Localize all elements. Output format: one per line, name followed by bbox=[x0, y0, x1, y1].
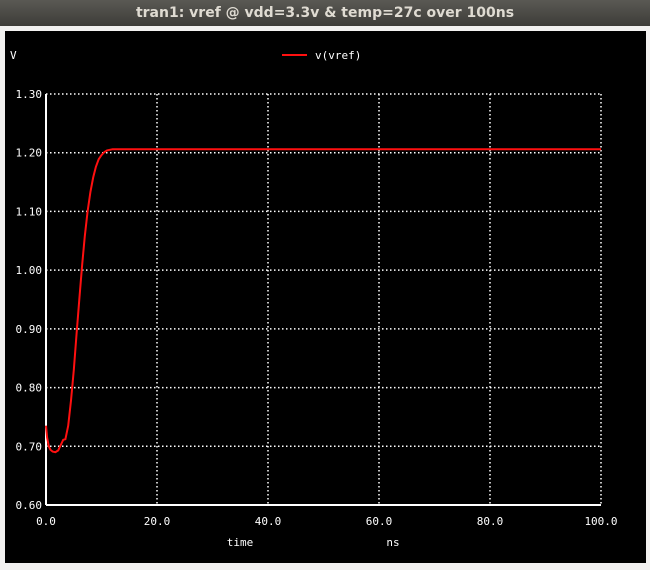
x-axis-unit: ns bbox=[386, 536, 399, 549]
y-tick-label: 1.30 bbox=[16, 88, 43, 101]
y-tick-label: 0.90 bbox=[16, 323, 43, 336]
y-tick-label: 1.10 bbox=[16, 205, 43, 218]
x-tick-label: 60.0 bbox=[366, 515, 393, 528]
x-axis-label: time bbox=[227, 536, 254, 549]
grid bbox=[46, 93, 602, 505]
x-tick-label: 40.0 bbox=[255, 515, 282, 528]
x-tick-label: 80.0 bbox=[477, 515, 504, 528]
y-axis-unit: V bbox=[10, 49, 17, 62]
x-tick-label: 20.0 bbox=[144, 515, 171, 528]
window-title-bar[interactable]: tran1: vref @ vdd=3.3v & temp=27c over 1… bbox=[0, 0, 650, 26]
y-tick-label: 1.20 bbox=[16, 147, 43, 160]
y-tick-label: 0.70 bbox=[16, 440, 43, 453]
window-title: tran1: vref @ vdd=3.3v & temp=27c over 1… bbox=[135, 5, 515, 21]
x-tick-label: 0.0 bbox=[36, 515, 56, 528]
axes bbox=[45, 94, 601, 506]
y-tick-label: 1.00 bbox=[16, 264, 43, 277]
legend-label-vref: v(vref) bbox=[315, 49, 361, 62]
y-tick-label: 0.80 bbox=[16, 382, 43, 395]
x-tick-label: 100.0 bbox=[584, 515, 617, 528]
y-tick-label: 0.60 bbox=[16, 499, 43, 512]
tick-labels: 0.0 20.0 40.0 60.0 80.0 100.0 0.60 0.70 0.80 0.90… bbox=[16, 88, 618, 528]
plot-area bbox=[5, 31, 646, 563]
series-line-vref bbox=[45, 148, 601, 454]
